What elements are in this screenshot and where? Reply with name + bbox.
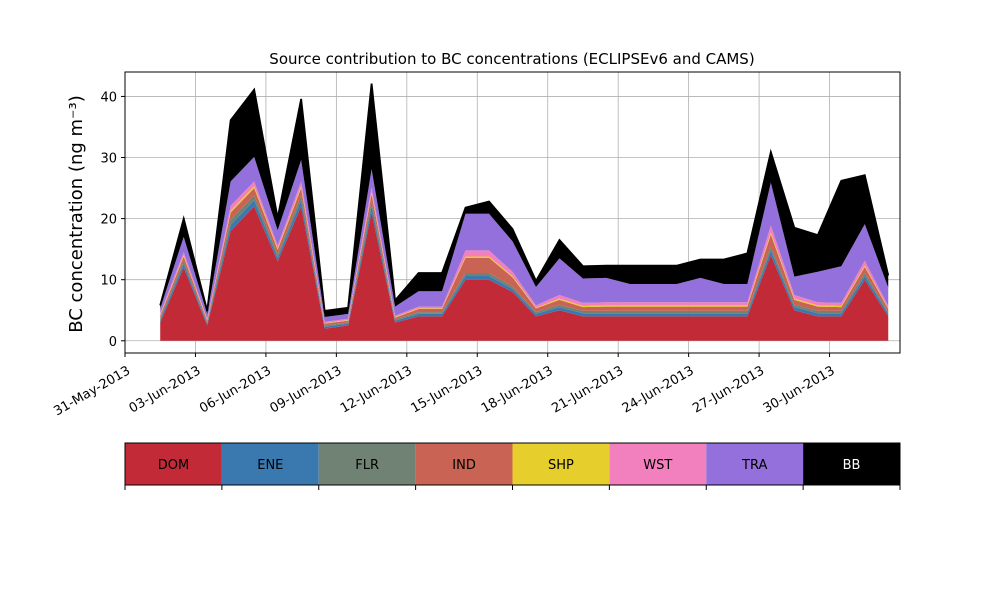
legend-label-shp: SHP [548, 458, 574, 473]
x-tick-label: 12-Jun-2013 [338, 363, 415, 416]
x-tick-label: 15-Jun-2013 [408, 363, 485, 416]
plot-frame [124, 71, 901, 354]
x-tick-label: 06-Jun-2013 [197, 363, 274, 416]
legend-label-dom: DOM [158, 458, 189, 473]
legend-swatch-dom [125, 443, 222, 485]
y-tick-label: 10 [100, 274, 117, 289]
legend-label-flr: FLR [355, 458, 379, 473]
legend-colorbar: DOM ENE FLR IND SHP WST TRA BB [124, 442, 901, 490]
area-ene [160, 200, 889, 329]
area-tra [160, 156, 889, 322]
x-tick-label: 21-Jun-2013 [549, 363, 626, 416]
legend-swatch-ind [415, 443, 513, 485]
x-axis: 31-May-201303-Jun-201306-Jun-201309-Jun-… [51, 353, 838, 419]
y-axis: 0 10 20 30 40 [100, 90, 125, 350]
legend-label-tra: TRA [741, 458, 767, 473]
legend-swatch-tra [706, 443, 804, 485]
legend-label-ene: ENE [257, 458, 283, 473]
x-tick-label: 27-Jun-2013 [690, 363, 767, 416]
legend-label-wst: WST [643, 458, 672, 473]
x-tick-label: 31-May-2013 [51, 363, 133, 419]
y-tick-label: 0 [109, 335, 117, 350]
x-tick-label: 18-Jun-2013 [479, 363, 556, 416]
area-ind [160, 188, 889, 326]
legend-swatch-bb [803, 443, 900, 485]
legend-swatch-flr [318, 443, 416, 485]
x-tick-label: 03-Jun-2013 [127, 363, 204, 416]
x-tick-label: 24-Jun-2013 [620, 363, 697, 416]
y-axis-label: BC concentration (ng m⁻³) [66, 95, 87, 333]
area-dom [160, 206, 889, 341]
y-tick-label: 20 [100, 213, 117, 228]
area-flr [160, 195, 889, 327]
y-tick-label: 30 [100, 152, 117, 167]
legend-swatch-shp [512, 443, 610, 485]
x-tick-label: 30-Jun-2013 [761, 363, 838, 416]
legend-frame [124, 442, 901, 486]
stacked-areas [159, 83, 890, 341]
legend-swatch-ene [221, 443, 319, 485]
legend-label-bb: BB [843, 458, 861, 473]
chart-title: Source contribution to BC concentrations… [269, 50, 754, 68]
y-tick-label: 40 [100, 90, 117, 105]
legend-label-ind: IND [452, 458, 476, 473]
x-tick-label: 09-Jun-2013 [268, 363, 345, 416]
total-outline [159, 83, 890, 312]
legend-swatch-wst [609, 443, 707, 485]
